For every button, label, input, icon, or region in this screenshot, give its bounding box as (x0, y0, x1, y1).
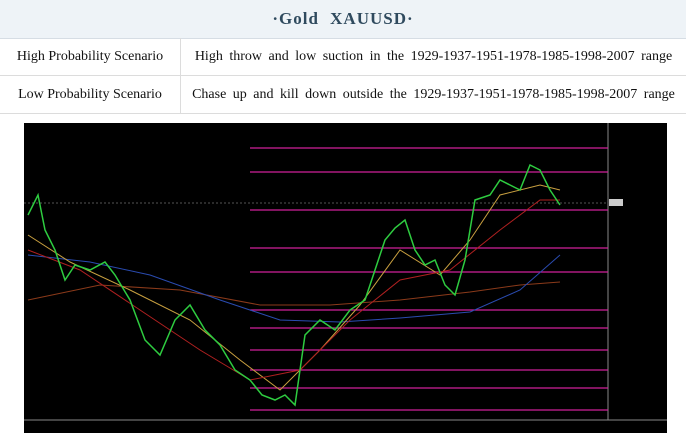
table-row: Low Probability Scenario Chase up and ki… (0, 75, 686, 114)
table-cell: High Probability Scenario (0, 38, 181, 76)
title: ·Gold XAUUSD· (0, 0, 686, 39)
scenario-table: High Probability Scenario High throw and… (0, 38, 686, 114)
table-cell: Chase up and kill down outside the 1929-… (180, 75, 686, 114)
table-cell: Low Probability Scenario (0, 75, 181, 114)
trading-chart-image (24, 123, 667, 433)
table-cell: High throw and low suction in the 1929-1… (180, 38, 686, 76)
table-row: High Probability Scenario High throw and… (0, 38, 686, 76)
